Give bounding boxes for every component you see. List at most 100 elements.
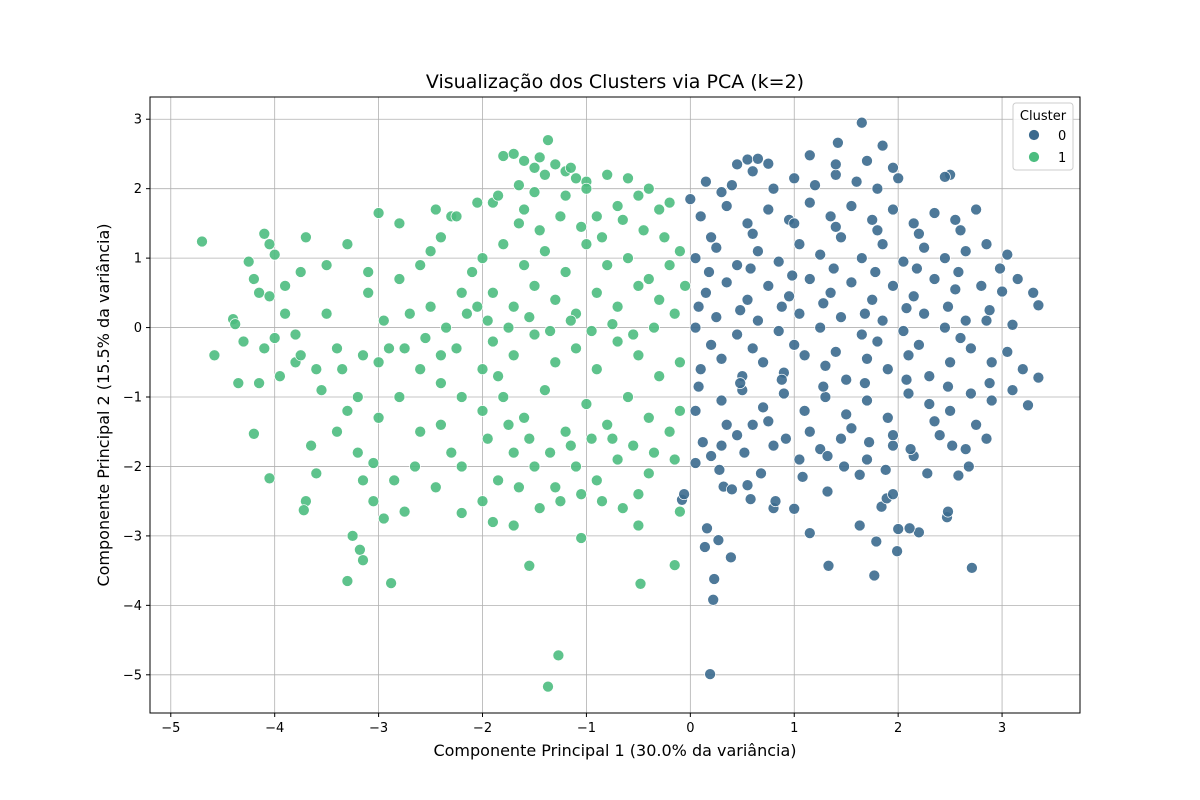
cluster-1-point	[570, 460, 582, 473]
cluster-0-point	[1001, 346, 1014, 358]
cluster-0-point	[707, 593, 720, 606]
cluster-0-point	[875, 500, 888, 513]
cluster-1-point	[518, 411, 530, 424]
cluster-0-point	[734, 377, 747, 389]
cluster-0-point	[821, 485, 834, 498]
x-tick-label: −4	[265, 721, 284, 736]
cluster-0-point	[778, 387, 790, 400]
cluster-0-point	[840, 373, 853, 386]
cluster-1-point	[258, 342, 271, 355]
cluster-0-point	[762, 415, 775, 428]
x-tick-label: 3	[998, 721, 1006, 736]
cluster-1-point	[539, 245, 551, 258]
cluster-1-point	[542, 680, 554, 693]
cluster-1-point	[471, 196, 484, 209]
cluster-1-point	[668, 559, 681, 571]
cluster-1-point	[523, 559, 536, 572]
cluster-1-point	[554, 210, 567, 223]
cluster-1-point	[388, 474, 401, 487]
cluster-1-point	[409, 460, 421, 473]
cluster-1-point	[279, 307, 291, 320]
cluster-1-point	[372, 411, 385, 424]
cluster-1-point	[533, 151, 546, 164]
cluster-1-point	[606, 318, 619, 330]
cluster-0-point	[881, 363, 894, 376]
cluster-1-point	[208, 349, 221, 362]
cluster-1-point	[549, 293, 562, 306]
cluster-0-point	[939, 321, 951, 334]
cluster-1-point	[585, 325, 598, 337]
cluster-1-point	[263, 472, 276, 485]
cluster-1-point	[544, 325, 556, 337]
cluster-0-point	[692, 300, 705, 313]
cluster-1-point	[393, 217, 406, 230]
cluster-0-point	[855, 116, 868, 129]
cluster-0-point	[731, 259, 743, 271]
cluster-1-point	[341, 575, 354, 587]
cluster-0-point	[699, 541, 711, 553]
cluster-1-point	[377, 314, 390, 327]
cluster-1-point	[351, 446, 364, 459]
cluster-0-point	[710, 241, 723, 254]
x-tick-label: −3	[369, 721, 388, 736]
cluster-0-point	[918, 307, 930, 320]
cluster-0-point	[746, 342, 759, 355]
cluster-1-point	[590, 474, 603, 487]
cluster-0-point	[741, 153, 754, 166]
cluster-1-point	[539, 168, 551, 181]
cluster-0-point	[861, 453, 873, 466]
cluster-0-point	[887, 280, 899, 292]
cluster-0-point	[824, 210, 837, 223]
cluster-0-point	[772, 255, 785, 268]
cluster-0-point	[887, 488, 899, 501]
cluster-0-point	[962, 460, 975, 473]
cluster-1-point	[320, 307, 333, 320]
cluster-1-point	[424, 300, 437, 313]
cluster-0-point	[887, 203, 899, 216]
cluster-1-point	[590, 210, 603, 223]
x-tick-label: 1	[790, 721, 798, 736]
cluster-0-point	[954, 332, 967, 344]
cluster-0-point	[689, 321, 702, 334]
cluster-1-point	[634, 577, 647, 590]
cluster-0-point	[850, 175, 863, 188]
legend-marker-cluster-0	[1028, 129, 1040, 141]
cluster-0-point	[892, 172, 905, 185]
cluster-1-point	[622, 172, 634, 185]
cluster-0-point	[835, 231, 847, 244]
cluster-0-point	[700, 175, 712, 188]
cluster-0-point	[845, 200, 858, 212]
cluster-0-point	[819, 391, 832, 403]
cluster-1-point	[367, 457, 380, 469]
cluster-1-point	[435, 377, 447, 389]
cluster-0-point	[827, 262, 840, 275]
cluster-1-point	[481, 314, 494, 327]
cluster-1-point	[611, 453, 624, 466]
cluster-1-point	[476, 495, 489, 508]
cluster-1-point	[398, 342, 411, 355]
cluster-1-point	[674, 505, 686, 518]
cluster-1-point	[632, 349, 645, 362]
cluster-1-point	[648, 446, 660, 459]
x-axis-title: Componente Principal 1 (30.0% da variânc…	[433, 741, 796, 760]
cluster-1-point	[637, 224, 650, 237]
cluster-1-point	[559, 266, 572, 278]
cluster-0-point	[949, 283, 962, 296]
cluster-1-point	[450, 342, 463, 355]
cluster-1-point	[611, 300, 624, 313]
cluster-0-point	[939, 171, 951, 183]
cluster-0-point	[868, 569, 881, 582]
y-tick-label: −2	[123, 460, 142, 475]
cluster-1-point	[632, 488, 645, 501]
cluster-0-point	[928, 415, 941, 428]
cluster-0-point	[689, 457, 702, 469]
cluster-1-point	[440, 321, 452, 334]
cluster-0-point	[881, 411, 894, 424]
cluster-0-point	[757, 356, 769, 369]
cluster-0-point	[731, 328, 743, 341]
cluster-1-point	[331, 425, 343, 438]
cluster-1-point	[367, 495, 380, 508]
cluster-1-point	[575, 532, 588, 544]
cluster-0-point	[731, 158, 743, 171]
cluster-1-point	[513, 481, 525, 494]
